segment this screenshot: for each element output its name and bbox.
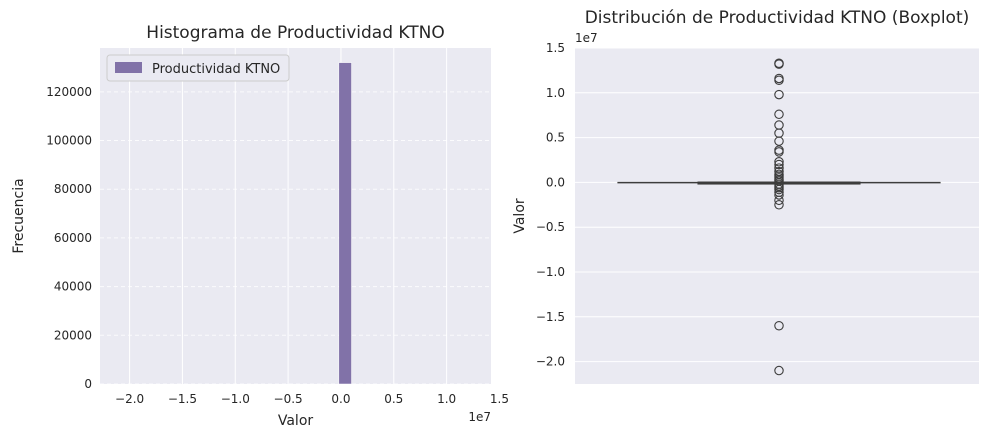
histogram-x-tick-label: 0.0 [331,392,350,406]
boxplot-y-ticks: 1.5 1.0 0.5 0.0 −0.5 −1.0 −1.5 −2.0 [536,41,565,369]
legend-swatch [115,62,142,73]
boxplot-y-tick-label: 0.5 [546,131,565,145]
boxplot-outlier-point [774,200,784,210]
boxplot-y-tick-label: −0.5 [536,220,565,234]
boxplot-y-tick-label: 0.0 [546,175,565,189]
histogram-x-tick-label: −2.0 [115,392,144,406]
legend-label: Productividad KTNO [152,62,280,77]
boxplot-outlier-point [774,157,784,167]
histogram-title: Histograma de Productividad KTNO [146,23,444,43]
legend-frame [106,54,290,82]
boxplot-chart: 1.5 1.0 0.5 0.0 −0.5 −1.0 −1.5 −2.0 Distribució… [512,8,979,384]
histogram-x-tick-label: 0.5 [384,392,403,406]
histogram-legend: Productividad KTNO [106,54,290,82]
boxplot-y-axis-label: Valor [512,198,528,234]
boxplot-y-tick-label: 1.5 [546,41,565,55]
boxplot-outlier-point [774,159,784,170]
histogram-y-tick-label: 120000 [46,85,92,99]
boxplot-outlier-point [774,147,784,157]
boxplot-outlier-point [774,321,784,331]
boxplot-title: Distribución de Productividad KTNO (Boxp… [585,8,970,28]
boxplot-outlier-point [774,184,784,195]
histogram-chart: −2.0 −1.5 −1.0 −0.5 0.0 0.5 1.0 1.5 0 20000 40000… [11,23,509,429]
boxplot-y-tick-label: 1.0 [546,86,565,100]
histogram-y-tick-label: 0 [84,377,92,391]
histogram-bar [338,62,352,385]
boxplot-y-offset-label: 1e7 [575,31,598,45]
histogram-plot-background [100,48,491,384]
boxplot-outlier-point [774,190,784,200]
boxplot-outlier-point [774,109,784,120]
histogram-y-tick-label: 100000 [46,134,92,148]
boxplot-y-tick-label: −1.5 [536,310,565,324]
histogram-y-tick-label: 40000 [54,280,92,294]
boxplot-y-tick-label: −1.0 [536,265,565,279]
histogram-x-axis-label: Valor [278,413,314,429]
histogram-x-tick-label: −0.5 [274,392,303,406]
boxplot-outlier-point [774,136,784,146]
boxplot-outlier-point [774,195,784,206]
histogram-x-tick-label: −1.5 [168,392,197,406]
histogram-x-ticks: −2.0 −1.5 −1.0 −0.5 0.0 0.5 1.0 1.5 [115,392,509,406]
histogram-x-offset-label: 1e7 [468,410,491,424]
histogram-x-tick-label: 1.5 [490,392,509,406]
histogram-x-tick-label: −1.0 [221,392,250,406]
histogram-y-tick-label: 60000 [54,231,92,245]
boxplot-outlier-point [774,89,784,100]
boxplot-outliers [774,58,784,376]
boxplot-outlier-point [774,59,784,69]
histogram-y-axis-label: Frecuencia [11,178,27,253]
boxplot-outlier-point [774,75,784,86]
histogram-y-ticks: 0 20000 40000 60000 80000 100000 120000 [46,85,92,391]
histogram-x-tick-label: 1.0 [437,392,456,406]
histogram-y-tick-label: 20000 [54,328,92,342]
boxplot-y-tick-label: −2.0 [536,355,565,369]
boxplot-plot-background [575,48,979,384]
histogram-y-tick-label: 80000 [54,182,92,196]
histogram-bars [338,62,352,385]
boxplot-outlier-point [774,365,784,376]
